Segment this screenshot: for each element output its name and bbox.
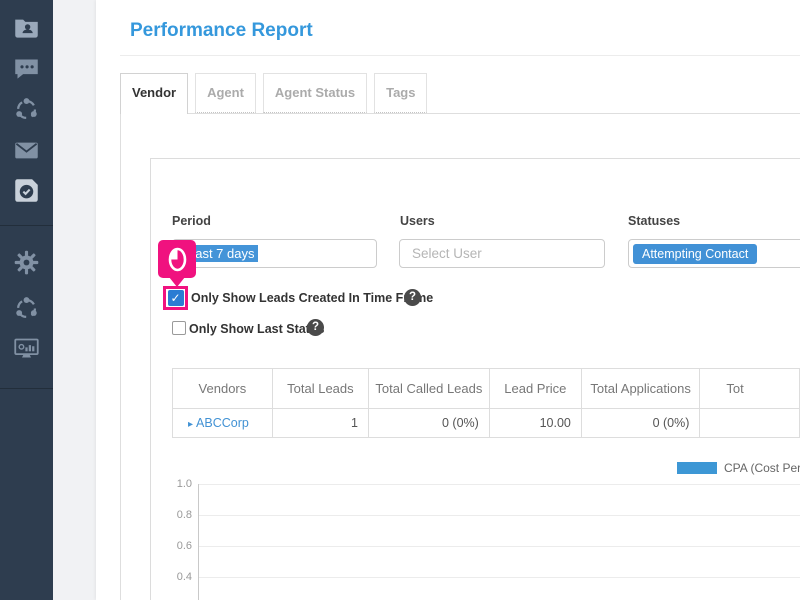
expand-triangle-icon: ▸ bbox=[188, 419, 194, 430]
status-chip[interactable]: Attempting Contact bbox=[633, 244, 758, 264]
col-vendors: Vendors bbox=[172, 368, 273, 409]
chart-y-axis bbox=[198, 484, 199, 600]
only-show-leads-checkbox[interactable]: ✓ bbox=[167, 290, 184, 306]
y-tick: 0.4 bbox=[176, 571, 192, 583]
tab-vendor[interactable]: Vendor bbox=[120, 73, 189, 114]
tab-agent-status[interactable]: Agent Status bbox=[262, 73, 368, 113]
period-label: Period bbox=[172, 214, 211, 228]
only-show-last-status-label: Only Show Last Status bbox=[189, 322, 325, 336]
help-icon[interactable]: ? bbox=[307, 319, 324, 336]
tab-bar: Vendor Agent Agent Status Tags bbox=[120, 73, 434, 114]
chat-icon[interactable] bbox=[13, 55, 40, 82]
col-total-called-leads: Total Called Leads bbox=[367, 368, 490, 409]
legend-swatch bbox=[677, 462, 717, 474]
users-input[interactable] bbox=[400, 240, 604, 267]
page-title: Performance Report bbox=[130, 20, 313, 41]
click-annotation-tail bbox=[169, 277, 185, 287]
y-tick: 1.0 bbox=[176, 478, 192, 490]
title-divider bbox=[120, 55, 800, 56]
only-show-leads-label: Only Show Leads Created In Time Frame bbox=[191, 291, 434, 305]
period-selected-text: Last 7 days bbox=[185, 245, 258, 262]
lead-price-cell: 10.00 bbox=[488, 408, 582, 438]
total-called-leads-cell: 0 (0%) bbox=[367, 408, 490, 438]
table-header-row: Vendors Total Leads Total Called Leads L… bbox=[172, 368, 800, 409]
total-applications-cell: 0 (0%) bbox=[580, 408, 701, 438]
y-tick: 0.6 bbox=[176, 540, 192, 552]
click-annotation-badge bbox=[158, 240, 196, 278]
mouse-icon bbox=[168, 247, 186, 271]
tab-tags[interactable]: Tags bbox=[374, 73, 428, 113]
tab-agent[interactable]: Agent bbox=[195, 73, 256, 113]
settings-gear-icon[interactable] bbox=[13, 249, 40, 276]
gridline bbox=[199, 484, 800, 485]
statuses-label: Statuses bbox=[628, 214, 681, 228]
table-row: ▸ ABCCorp 1 0 (0%) 10.00 0 (0%) bbox=[172, 408, 800, 438]
col-total-applications: Total Applications bbox=[580, 368, 701, 409]
contacts-icon[interactable] bbox=[13, 14, 40, 41]
vendor-report-table: Vendors Total Leads Total Called Leads L… bbox=[172, 368, 800, 438]
users-input-box bbox=[399, 239, 605, 268]
sidebar bbox=[0, 0, 53, 600]
share-icon[interactable] bbox=[13, 96, 40, 123]
total-leads-cell: 1 bbox=[271, 408, 369, 438]
sidebar-divider bbox=[0, 225, 53, 226]
sidebar-divider bbox=[0, 388, 53, 389]
checkbox-highlight-box: ✓ bbox=[163, 286, 188, 310]
vendor-link[interactable]: ▸ ABCCorp bbox=[172, 408, 273, 438]
col-lead-price: Lead Price bbox=[488, 368, 582, 409]
integrations-icon[interactable] bbox=[13, 295, 40, 322]
y-tick: 0.8 bbox=[176, 509, 192, 521]
col-total-clipped: Tot bbox=[699, 368, 800, 409]
reports-monitor-icon[interactable] bbox=[13, 335, 40, 362]
empty-cell bbox=[699, 408, 800, 438]
only-show-last-status-checkbox[interactable] bbox=[172, 321, 186, 335]
period-input[interactable]: Last 7 days bbox=[172, 239, 377, 268]
gridline bbox=[199, 515, 800, 516]
chart-legend: CPA (Cost Per Ap bbox=[677, 461, 800, 475]
statuses-input[interactable]: Attempting Contact bbox=[628, 239, 800, 268]
col-total-leads: Total Leads bbox=[271, 368, 369, 409]
gridline bbox=[199, 577, 800, 578]
legend-label: CPA (Cost Per Ap bbox=[724, 461, 800, 475]
mail-icon[interactable] bbox=[13, 137, 40, 164]
gridline bbox=[199, 546, 800, 547]
users-label: Users bbox=[400, 214, 435, 228]
tasks-icon[interactable] bbox=[13, 177, 40, 204]
help-icon[interactable]: ? bbox=[404, 289, 421, 306]
